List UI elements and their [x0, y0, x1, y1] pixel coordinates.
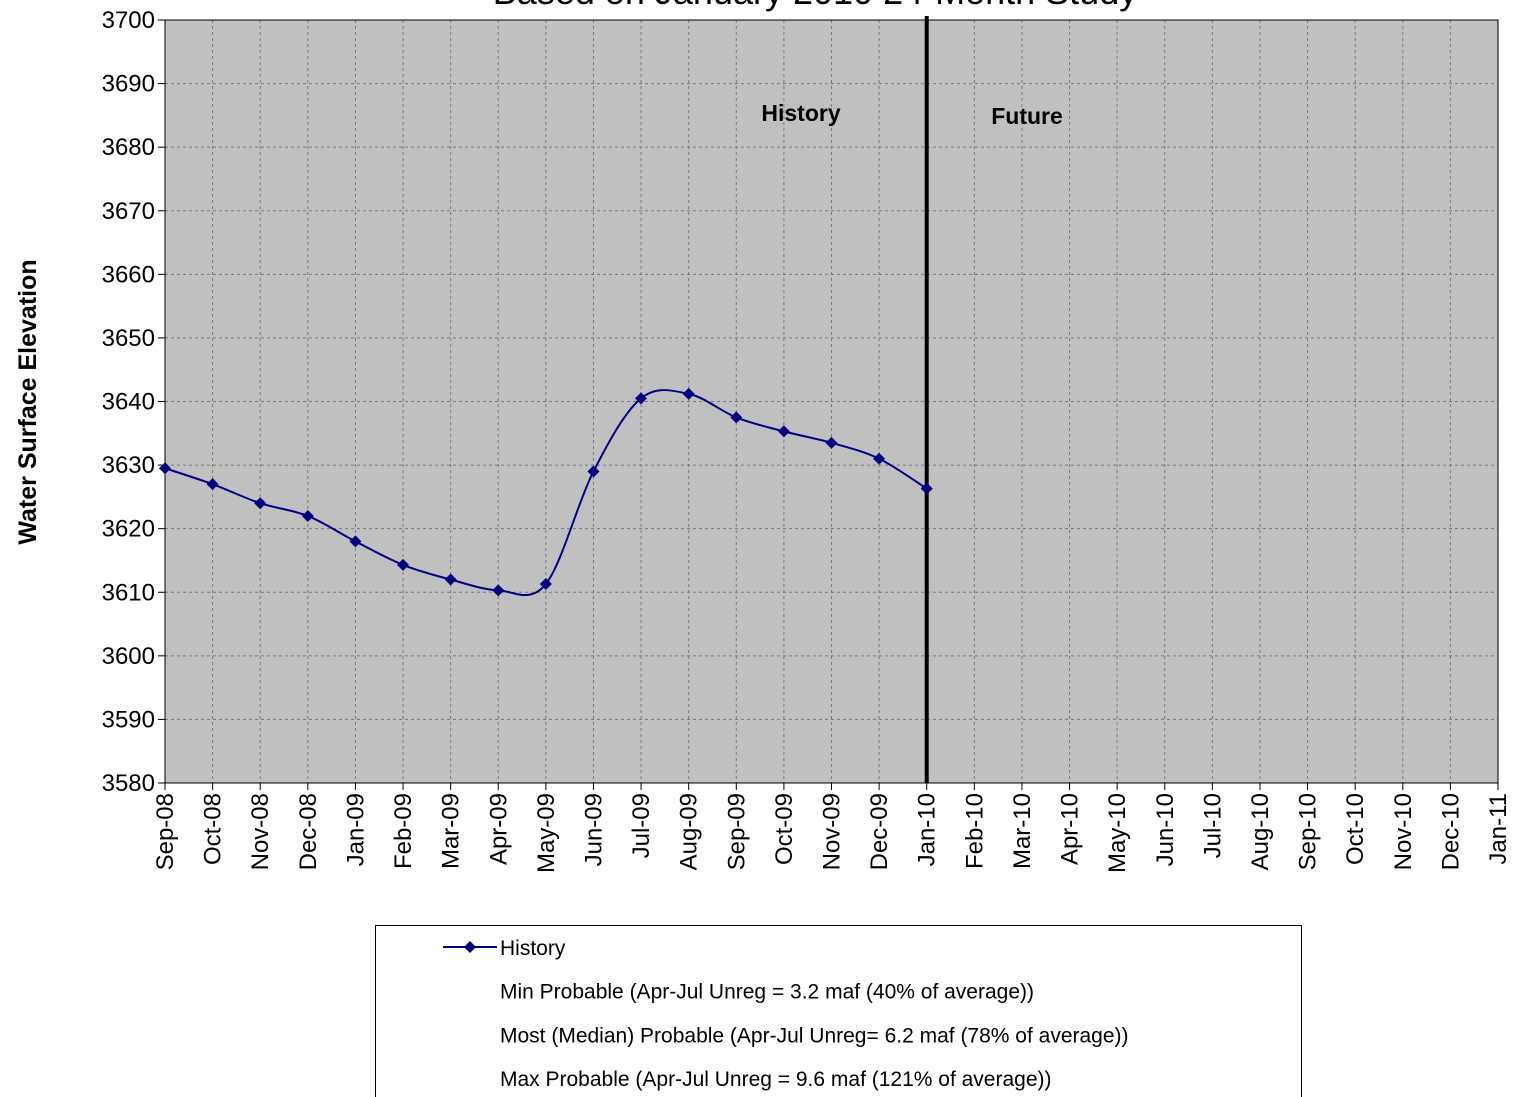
data-point	[682, 387, 695, 400]
x-tick-label: May-10	[1104, 793, 1131, 873]
plot-area: 3580 3590 3600 3610 3620 3630 3640 3650 3660 3670…	[102, 7, 1512, 873]
x-tick-label: Apr-09	[485, 793, 512, 865]
annotation: Future	[991, 103, 1063, 129]
y-tick-label: 3700	[102, 7, 155, 34]
x-tick-label: Sep-10	[1295, 793, 1322, 870]
plot-border	[164, 19, 1499, 784]
x-tick-label: Mar-10	[1009, 793, 1036, 869]
y-tick-label: 3670	[102, 198, 155, 225]
data-point	[873, 452, 886, 465]
legend-label: Min Probable (Apr-Jul Unreg = 3.2 maf (4…	[500, 981, 1034, 1004]
x-tick-label: Apr-10	[1057, 793, 1084, 865]
data-point	[492, 584, 505, 597]
x-tick-label: Dec-08	[295, 793, 322, 870]
x-tick-label: Aug-09	[676, 793, 703, 870]
x-tick-label: Nov-10	[1390, 793, 1417, 870]
x-tick-label: Dec-09	[866, 793, 893, 870]
x-tick-label: Sep-08	[152, 793, 179, 870]
y-tick-label: 3640	[102, 389, 155, 416]
legend-label: Most (Median) Probable (Apr-Jul Unreg= 6…	[500, 1024, 1129, 1047]
data-point	[206, 478, 219, 491]
data-point	[349, 535, 362, 548]
y-tick-label: 3650	[102, 325, 155, 352]
y-tick-label: 3660	[102, 261, 155, 288]
x-tick-label: May-09	[533, 793, 560, 873]
legend-label: History	[500, 937, 566, 960]
series-line	[164, 389, 928, 596]
y-tick-label: 3590	[102, 706, 155, 733]
x-tick-label: Feb-10	[961, 793, 988, 869]
data-point	[301, 509, 314, 522]
legend-marker	[464, 941, 476, 953]
y-tick-label: 3620	[102, 516, 155, 543]
y-tick-label: 3600	[102, 643, 155, 670]
legend-label: Max Probable (Apr-Jul Unreg = 9.6 maf (1…	[500, 1068, 1052, 1091]
data-point	[920, 482, 933, 495]
x-tick-label: Aug-10	[1247, 793, 1274, 870]
data-point	[730, 411, 743, 424]
x-tick-label: Jan-10	[914, 793, 941, 866]
data-point	[777, 425, 790, 438]
data-point	[159, 462, 171, 475]
x-tick-label: Nov-09	[819, 793, 846, 870]
annotation: History	[761, 100, 840, 126]
y-tick-label: 3680	[102, 134, 155, 161]
x-tick-label: Jul-09	[628, 793, 655, 858]
x-tick-label: Oct-10	[1342, 793, 1369, 865]
x-tick-label: Mar-09	[438, 793, 465, 869]
x-tick-label: Jan-11	[1485, 793, 1512, 865]
x-tick-label: Oct-09	[771, 793, 798, 865]
x-tick-label: Jul-10	[1199, 793, 1226, 858]
legend-box	[375, 925, 1302, 1097]
x-tick-label: Feb-09	[390, 793, 417, 869]
x-tick-label: Dec-10	[1437, 793, 1464, 870]
y-tick-label: 3610	[102, 579, 155, 606]
x-tick-label: Sep-09	[723, 793, 750, 870]
y-tick-label: 3630	[102, 452, 155, 479]
y-tick-label: 3690	[102, 71, 155, 98]
x-tick-label: Jan-09	[342, 793, 369, 866]
data-point	[587, 465, 600, 478]
y-axis-label: Water Surface Elevation	[14, 259, 42, 544]
data-point	[444, 573, 457, 586]
y-tick-label: 3580	[102, 770, 155, 797]
data-point	[825, 436, 838, 449]
x-tick-label: Nov-08	[247, 793, 274, 870]
data-point	[635, 392, 648, 405]
x-tick-label: Jun-09	[580, 793, 607, 866]
x-tick-label: Jun-10	[1152, 793, 1179, 866]
data-point	[254, 497, 267, 510]
data-point	[397, 558, 410, 571]
legend: History Min Probable (Apr-Jul Unreg = 3.2…	[375, 925, 1302, 1097]
chart-title: Based on January 2010 24-Month Study	[493, 0, 1137, 12]
data-point	[539, 577, 552, 590]
x-tick-label: Oct-08	[200, 793, 227, 865]
